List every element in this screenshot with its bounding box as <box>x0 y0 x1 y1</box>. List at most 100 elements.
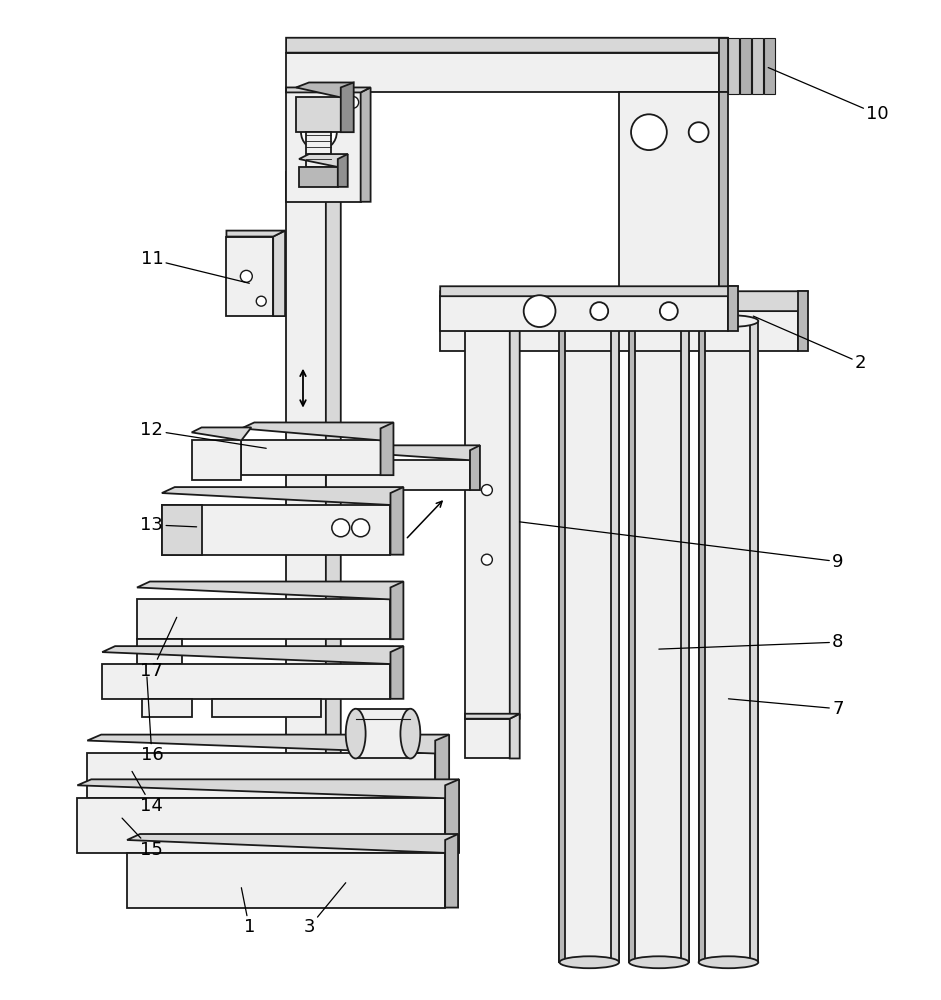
Polygon shape <box>326 460 470 490</box>
Ellipse shape <box>629 956 689 968</box>
Polygon shape <box>560 321 619 962</box>
Text: 8: 8 <box>659 633 843 651</box>
Polygon shape <box>440 311 798 351</box>
Text: 3: 3 <box>303 883 345 936</box>
Polygon shape <box>560 321 566 962</box>
Circle shape <box>524 295 555 327</box>
Circle shape <box>332 519 350 537</box>
Polygon shape <box>212 699 321 717</box>
Polygon shape <box>391 487 404 555</box>
Polygon shape <box>798 291 808 351</box>
Text: 12: 12 <box>140 421 266 448</box>
Polygon shape <box>103 646 404 664</box>
Polygon shape <box>719 92 728 301</box>
Polygon shape <box>619 296 728 301</box>
Circle shape <box>660 302 678 320</box>
Polygon shape <box>741 38 751 94</box>
Polygon shape <box>440 291 808 311</box>
Polygon shape <box>162 505 391 555</box>
Polygon shape <box>162 487 404 505</box>
Polygon shape <box>299 154 348 167</box>
Polygon shape <box>296 97 341 132</box>
Polygon shape <box>137 582 404 599</box>
Polygon shape <box>510 326 519 719</box>
Text: 13: 13 <box>140 516 197 534</box>
Polygon shape <box>510 714 519 758</box>
Text: 1: 1 <box>241 888 255 936</box>
Text: 14: 14 <box>132 771 164 815</box>
Text: 17: 17 <box>140 617 177 680</box>
Text: 7: 7 <box>728 699 843 718</box>
Polygon shape <box>629 321 635 962</box>
Polygon shape <box>728 286 739 331</box>
Text: 10: 10 <box>768 68 889 123</box>
Polygon shape <box>273 231 285 316</box>
Polygon shape <box>88 753 435 798</box>
Polygon shape <box>326 445 480 460</box>
Polygon shape <box>465 714 519 719</box>
Polygon shape <box>162 505 201 555</box>
Circle shape <box>590 302 608 320</box>
Polygon shape <box>629 321 689 962</box>
Ellipse shape <box>560 956 619 968</box>
Polygon shape <box>445 834 458 908</box>
Ellipse shape <box>345 709 366 758</box>
Circle shape <box>301 114 337 150</box>
Polygon shape <box>227 231 285 237</box>
Polygon shape <box>286 92 360 202</box>
Polygon shape <box>470 445 480 490</box>
Polygon shape <box>137 639 182 664</box>
Circle shape <box>256 296 266 306</box>
Polygon shape <box>465 719 510 758</box>
Polygon shape <box>391 582 404 639</box>
Circle shape <box>352 519 370 537</box>
Polygon shape <box>127 834 458 853</box>
Polygon shape <box>127 853 445 908</box>
Ellipse shape <box>698 956 758 968</box>
Polygon shape <box>728 38 740 94</box>
Polygon shape <box>360 87 371 202</box>
Polygon shape <box>241 422 393 440</box>
Polygon shape <box>286 172 326 868</box>
Polygon shape <box>465 326 519 331</box>
Ellipse shape <box>560 315 619 327</box>
Polygon shape <box>192 440 241 480</box>
Ellipse shape <box>629 315 689 327</box>
Text: 9: 9 <box>519 522 843 571</box>
Polygon shape <box>445 779 459 853</box>
Polygon shape <box>764 38 775 94</box>
Polygon shape <box>698 321 705 962</box>
Polygon shape <box>296 82 354 97</box>
Polygon shape <box>719 38 728 92</box>
Text: 2: 2 <box>754 316 867 372</box>
Polygon shape <box>192 427 251 440</box>
Polygon shape <box>338 154 348 187</box>
Circle shape <box>240 270 252 282</box>
Ellipse shape <box>698 315 758 327</box>
Circle shape <box>631 114 667 150</box>
Polygon shape <box>77 779 459 798</box>
Circle shape <box>482 554 492 565</box>
Polygon shape <box>619 92 719 301</box>
Polygon shape <box>440 296 728 331</box>
Polygon shape <box>326 164 341 868</box>
Circle shape <box>689 122 709 142</box>
Polygon shape <box>142 699 192 717</box>
Polygon shape <box>306 132 331 167</box>
Polygon shape <box>77 798 445 853</box>
Polygon shape <box>611 321 619 962</box>
Polygon shape <box>103 664 391 699</box>
Polygon shape <box>752 38 763 94</box>
Circle shape <box>482 485 492 496</box>
Polygon shape <box>465 331 510 719</box>
Ellipse shape <box>401 709 421 758</box>
Polygon shape <box>137 599 391 639</box>
Polygon shape <box>286 53 719 92</box>
Polygon shape <box>227 237 273 316</box>
Polygon shape <box>440 286 739 296</box>
Polygon shape <box>286 38 728 53</box>
Polygon shape <box>299 167 338 187</box>
Polygon shape <box>241 440 380 475</box>
Polygon shape <box>356 709 410 758</box>
Circle shape <box>346 96 359 108</box>
